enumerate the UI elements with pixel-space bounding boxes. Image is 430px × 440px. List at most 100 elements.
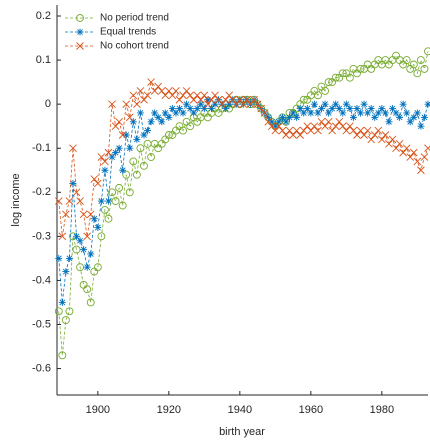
data-point bbox=[154, 82, 163, 91]
data-point bbox=[136, 144, 145, 153]
y-tick-label: -0.1 bbox=[32, 142, 51, 154]
data-point bbox=[94, 179, 102, 188]
data-point bbox=[108, 153, 116, 161]
data-point bbox=[65, 197, 74, 205]
data-point bbox=[228, 95, 237, 104]
data-point bbox=[424, 144, 430, 153]
legend-label: No cohort trend bbox=[100, 41, 169, 52]
data-point bbox=[307, 109, 315, 117]
data-point bbox=[232, 100, 241, 108]
data-point bbox=[154, 113, 162, 121]
y-tick-label: 0.1 bbox=[36, 54, 51, 66]
data-point bbox=[314, 126, 322, 135]
data-point bbox=[140, 131, 148, 139]
data-point bbox=[289, 131, 297, 139]
data-point bbox=[303, 122, 312, 131]
data-point bbox=[158, 118, 166, 126]
data-point bbox=[211, 100, 219, 108]
data-point bbox=[264, 113, 272, 121]
data-point bbox=[349, 113, 357, 121]
data-point bbox=[424, 47, 430, 56]
data-point bbox=[168, 91, 177, 100]
data-point bbox=[325, 109, 333, 117]
data-point bbox=[97, 197, 105, 205]
data-point bbox=[292, 126, 301, 135]
data-point bbox=[403, 109, 411, 117]
series-line bbox=[58, 98, 429, 303]
data-point bbox=[58, 232, 67, 241]
series-line bbox=[58, 51, 429, 356]
data-point bbox=[392, 144, 400, 153]
data-point bbox=[101, 157, 109, 166]
data-point bbox=[168, 131, 177, 139]
data-point bbox=[90, 175, 99, 183]
data-point bbox=[104, 148, 113, 157]
data-point bbox=[58, 298, 66, 306]
data-point bbox=[87, 250, 95, 258]
data-point bbox=[61, 316, 70, 325]
data-point bbox=[112, 149, 120, 157]
data-point bbox=[321, 100, 329, 108]
data-point bbox=[144, 127, 152, 135]
data-point bbox=[214, 95, 223, 104]
data-point bbox=[328, 126, 336, 135]
x-tick-label: 1940 bbox=[228, 404, 252, 416]
legend-marker bbox=[76, 42, 84, 50]
data-point bbox=[385, 139, 393, 148]
data-point bbox=[409, 148, 418, 157]
data-point bbox=[207, 105, 215, 113]
data-point bbox=[62, 210, 70, 219]
data-point bbox=[122, 131, 130, 139]
data-point bbox=[239, 100, 248, 108]
data-point bbox=[211, 91, 219, 100]
data-point bbox=[179, 91, 187, 100]
data-point bbox=[97, 153, 106, 161]
data-point bbox=[420, 113, 428, 121]
data-point bbox=[420, 64, 429, 73]
data-point bbox=[260, 109, 269, 117]
legend-marker bbox=[76, 28, 84, 36]
data-point bbox=[300, 109, 308, 117]
data-point bbox=[118, 131, 127, 139]
data-point bbox=[111, 122, 120, 131]
data-point bbox=[147, 78, 155, 86]
data-point bbox=[317, 117, 326, 126]
data-point bbox=[126, 144, 134, 152]
data-point bbox=[80, 246, 88, 254]
data-point bbox=[275, 118, 283, 126]
data-point bbox=[342, 69, 351, 78]
data-point bbox=[193, 117, 202, 126]
data-point bbox=[90, 215, 98, 223]
data-point bbox=[310, 86, 319, 95]
data-point bbox=[147, 153, 156, 161]
data-point bbox=[76, 237, 84, 245]
data-point bbox=[186, 105, 194, 113]
data-point bbox=[335, 105, 343, 113]
data-point bbox=[388, 135, 397, 144]
data-point bbox=[324, 78, 333, 87]
data-point bbox=[342, 100, 350, 108]
data-point bbox=[360, 131, 368, 139]
data-point bbox=[193, 105, 201, 113]
data-point bbox=[399, 60, 408, 69]
data-point bbox=[186, 91, 194, 100]
data-point bbox=[125, 188, 134, 197]
data-point bbox=[388, 105, 396, 113]
data-point bbox=[317, 105, 325, 113]
data-point bbox=[133, 135, 141, 143]
data-point bbox=[125, 113, 134, 122]
data-point bbox=[293, 113, 301, 121]
legend-label: No period trend bbox=[100, 13, 169, 24]
data-point bbox=[196, 95, 205, 104]
y-tick-label: -0.6 bbox=[32, 362, 51, 374]
data-point bbox=[101, 166, 109, 174]
y-tick-label: 0.2 bbox=[36, 10, 51, 22]
data-point bbox=[104, 197, 112, 205]
data-point bbox=[357, 109, 365, 117]
data-point bbox=[79, 210, 88, 219]
y-tick-label: -0.5 bbox=[32, 318, 51, 330]
data-point bbox=[406, 153, 415, 161]
data-point bbox=[143, 91, 152, 100]
data-point bbox=[299, 95, 308, 104]
data-point bbox=[253, 100, 262, 108]
